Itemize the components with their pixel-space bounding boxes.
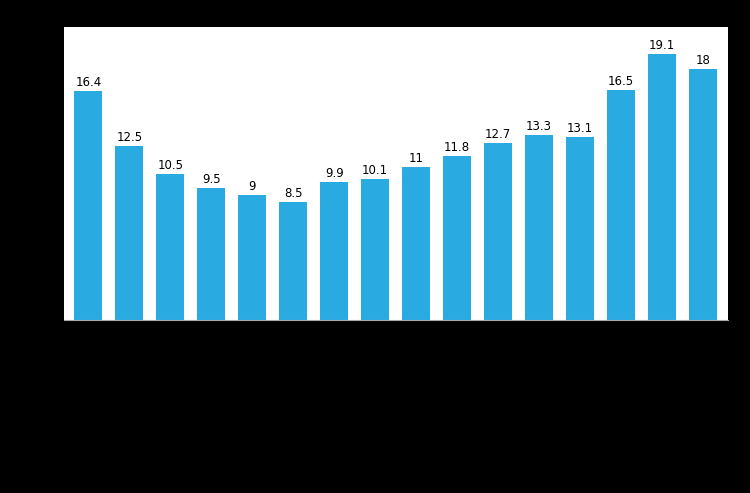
- Text: 16.5: 16.5: [608, 75, 634, 88]
- Bar: [402, 167, 430, 320]
- Bar: [197, 188, 225, 320]
- Text: 18: 18: [695, 54, 710, 67]
- Text: 9.9: 9.9: [325, 167, 344, 180]
- Bar: [484, 143, 512, 320]
- Text: 11: 11: [409, 152, 424, 165]
- Text: 13.1: 13.1: [567, 122, 593, 136]
- Text: 19.1: 19.1: [649, 39, 675, 52]
- Bar: [443, 156, 471, 320]
- Bar: [279, 202, 308, 320]
- Bar: [607, 90, 635, 320]
- Text: 12.5: 12.5: [116, 131, 142, 144]
- Text: 10.5: 10.5: [158, 159, 183, 172]
- Text: 13.3: 13.3: [526, 120, 552, 133]
- Text: 11.8: 11.8: [444, 141, 470, 153]
- Bar: [74, 92, 102, 320]
- Bar: [648, 54, 676, 320]
- Text: 8.5: 8.5: [284, 186, 302, 200]
- Bar: [362, 179, 389, 320]
- Text: 12.7: 12.7: [485, 128, 512, 141]
- Bar: [320, 182, 348, 320]
- Text: 10.1: 10.1: [362, 164, 388, 177]
- Text: 9.5: 9.5: [202, 173, 220, 185]
- Bar: [525, 135, 553, 320]
- Bar: [156, 174, 184, 320]
- Bar: [116, 146, 143, 320]
- Text: 9: 9: [248, 179, 256, 193]
- Text: 16.4: 16.4: [75, 76, 101, 89]
- Bar: [689, 69, 717, 320]
- Bar: [238, 195, 266, 320]
- Bar: [566, 138, 594, 320]
